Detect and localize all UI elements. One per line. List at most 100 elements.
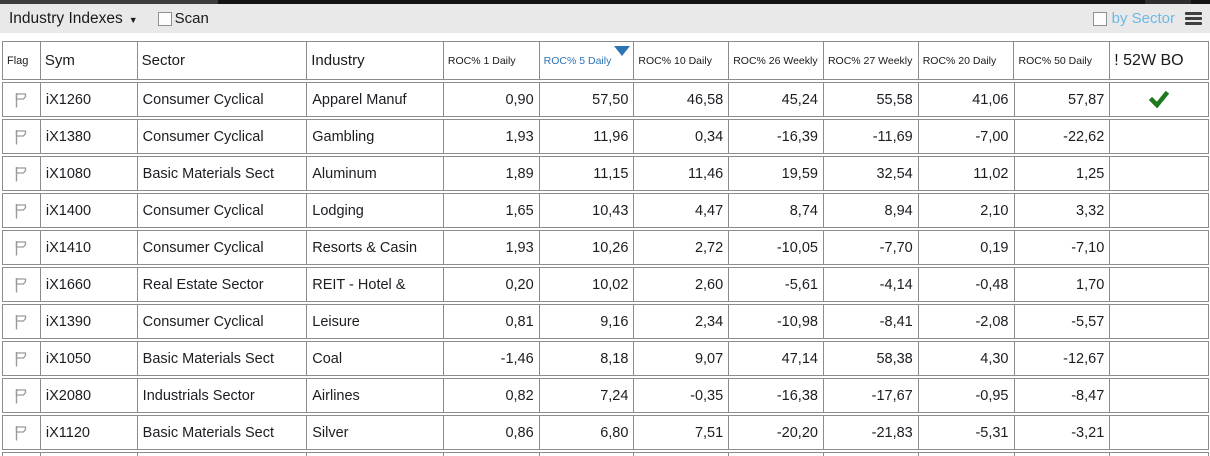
- cell-roc27w: -11,69: [824, 120, 919, 153]
- table-row[interactable]: iX1400 Consumer Cyclical Lodging 1,65 10,43 4…: [2, 193, 1209, 228]
- col-header-sym[interactable]: Sym: [41, 42, 138, 79]
- col-header-roc5[interactable]: ROC% 5 Daily: [540, 42, 635, 79]
- by-sector-checkbox[interactable]: [1092, 11, 1107, 26]
- cell-roc5: 10,02: [540, 268, 635, 301]
- flag-icon[interactable]: [13, 387, 29, 405]
- flag-icon[interactable]: [13, 350, 29, 368]
- col-header-sector[interactable]: Sector: [138, 42, 308, 79]
- empty-cell: [307, 453, 444, 456]
- flag-cell: [3, 379, 41, 412]
- cell-roc5: 11,96: [540, 120, 635, 153]
- hamburger-menu-icon[interactable]: [1185, 12, 1202, 25]
- flag-icon[interactable]: [13, 424, 29, 442]
- flag-icon[interactable]: [13, 239, 29, 257]
- cell-roc5: 6,80: [540, 416, 635, 449]
- cell-52w-bo: [1110, 231, 1208, 264]
- table-row[interactable]: iX1260 Consumer Cyclical Apparel Manuf 0,90…: [2, 82, 1209, 117]
- cell-52w-bo: [1110, 379, 1208, 412]
- cell-industry: Gambling: [307, 120, 444, 153]
- cell-roc1: 0,90: [444, 83, 540, 116]
- cell-roc27w: -4,14: [824, 268, 919, 301]
- cell-roc50: -22,62: [1015, 120, 1111, 153]
- flag-icon[interactable]: [13, 91, 29, 109]
- flag-icon[interactable]: [13, 202, 29, 220]
- flag-icon[interactable]: [13, 313, 29, 331]
- cell-roc26w: 8,74: [729, 194, 824, 227]
- cell-sector: Basic Materials Sect: [138, 157, 308, 190]
- cell-roc5: 9,16: [540, 305, 635, 338]
- cell-sym: iX1380: [41, 120, 138, 153]
- cell-roc10: 7,51: [634, 416, 730, 449]
- table-row[interactable]: iX1410 Consumer Cyclical Resorts & Casin 1,…: [2, 230, 1209, 265]
- table-row[interactable]: iX1390 Consumer Cyclical Leisure 0,81 9,16 2,…: [2, 304, 1209, 339]
- col-header-roc50[interactable]: ROC% 50 Daily: [1014, 42, 1111, 79]
- cell-roc1: 1,93: [444, 120, 540, 153]
- dropdown-caret-icon[interactable]: ▼: [128, 14, 138, 25]
- empty-cell: [824, 453, 919, 456]
- empty-cell: [3, 453, 41, 456]
- empty-cell: [138, 453, 308, 456]
- flag-icon[interactable]: [13, 165, 29, 183]
- panel-title-dropdown[interactable]: Industry Indexes: [9, 9, 123, 27]
- breakout-check-icon: [1148, 90, 1170, 108]
- col-header-roc10[interactable]: ROC% 10 Daily: [634, 42, 730, 79]
- empty-cell: [1015, 453, 1111, 456]
- scan-checkbox[interactable]: [157, 11, 172, 26]
- empty-cell: [634, 453, 730, 456]
- empty-cell: [444, 453, 540, 456]
- table-row[interactable]: iX2080 Industrials Sector Airlines 0,82 7,24…: [2, 378, 1209, 413]
- toolbar: Industry Indexes ▼ Scan by Sector: [0, 4, 1210, 33]
- scan-checkbox-group[interactable]: Scan: [157, 10, 209, 27]
- table-row[interactable]: iX1120 Basic Materials Sect Silver 0,86 6,80…: [2, 415, 1209, 450]
- col-header-flag[interactable]: Flag: [3, 42, 41, 79]
- table-row-partial: [2, 452, 1209, 456]
- col-header-roc1[interactable]: ROC% 1 Daily: [444, 42, 540, 79]
- col-header-industry[interactable]: Industry: [307, 42, 444, 79]
- window-top-edge: [0, 0, 1210, 4]
- flag-icon[interactable]: [13, 276, 29, 294]
- cell-52w-bo: [1110, 268, 1208, 301]
- cell-roc27w: 32,54: [824, 157, 919, 190]
- flag-cell: [3, 305, 41, 338]
- scan-label: Scan: [174, 10, 209, 27]
- cell-sector: Consumer Cyclical: [138, 83, 308, 116]
- col-header-bo[interactable]: ! 52W BO: [1114, 51, 1184, 69]
- table-row[interactable]: iX1380 Consumer Cyclical Gambling 1,93 11,96…: [2, 119, 1209, 154]
- cell-roc1: 0,86: [444, 416, 540, 449]
- cell-roc26w: 19,59: [729, 157, 824, 190]
- cell-industry: REIT - Hotel &: [307, 268, 444, 301]
- col-header-roc26w[interactable]: ROC% 26 Weekly: [729, 42, 824, 79]
- cell-roc26w: -16,39: [729, 120, 824, 153]
- table-row[interactable]: iX1050 Basic Materials Sect Coal -1,46 8,18 9…: [2, 341, 1209, 376]
- col-header-roc20[interactable]: ROC% 20 Daily: [919, 42, 1015, 79]
- cell-roc26w: 45,24: [729, 83, 824, 116]
- flag-cell: [3, 342, 41, 375]
- cell-roc26w: -10,05: [729, 231, 824, 264]
- cell-roc26w: -16,38: [729, 379, 824, 412]
- cell-roc5: 57,50: [540, 83, 635, 116]
- cell-roc26w: -20,20: [729, 416, 824, 449]
- by-sector-checkbox-group[interactable]: by Sector: [1092, 10, 1175, 27]
- cell-sym: iX1400: [41, 194, 138, 227]
- cell-roc26w: -10,98: [729, 305, 824, 338]
- col-header-roc27w[interactable]: ROC% 27 Weekly: [824, 42, 919, 79]
- cell-industry: Silver: [307, 416, 444, 449]
- cell-roc27w: -21,83: [824, 416, 919, 449]
- cell-sector: Basic Materials Sect: [138, 342, 308, 375]
- cell-roc20: 2,10: [919, 194, 1015, 227]
- cell-roc5: 8,18: [540, 342, 635, 375]
- table-row[interactable]: iX1660 Real Estate Sector REIT - Hotel & 0,…: [2, 267, 1209, 302]
- flag-icon[interactable]: [13, 128, 29, 146]
- cell-roc10: 2,34: [634, 305, 730, 338]
- cell-roc50: 3,32: [1015, 194, 1111, 227]
- top-edge-segment: [0, 0, 218, 4]
- cell-roc50: -5,57: [1015, 305, 1111, 338]
- cell-industry: Apparel Manuf: [307, 83, 444, 116]
- by-sector-label: by Sector: [1111, 10, 1175, 27]
- cell-sector: Real Estate Sector: [138, 268, 308, 301]
- indexes-table: Flag Sym Sector Industry ROC% 1 Daily ROC% 5 …: [2, 41, 1209, 456]
- cell-52w-bo: [1110, 342, 1208, 375]
- table-row[interactable]: iX1080 Basic Materials Sect Aluminum 1,89 11…: [2, 156, 1209, 191]
- cell-roc1: -1,46: [444, 342, 540, 375]
- cell-sector: Consumer Cyclical: [138, 194, 308, 227]
